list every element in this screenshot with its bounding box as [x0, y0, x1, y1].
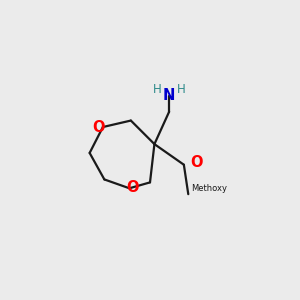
Text: O: O — [190, 155, 203, 170]
Text: O: O — [126, 180, 139, 195]
Text: O: O — [92, 119, 105, 134]
Text: H: H — [176, 83, 185, 96]
Text: H: H — [153, 83, 162, 96]
Text: N: N — [163, 88, 175, 103]
Text: Methoxy: Methoxy — [191, 184, 227, 194]
